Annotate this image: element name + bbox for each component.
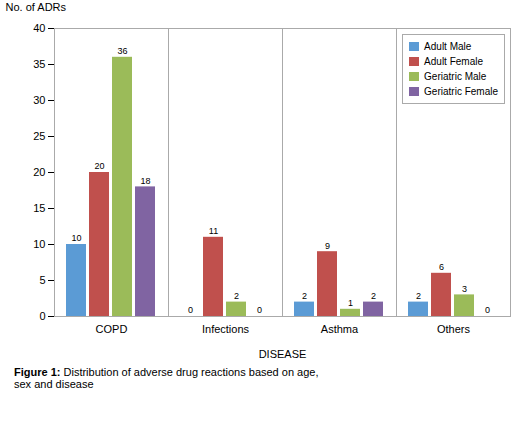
svg-text:36: 36 (117, 46, 127, 56)
svg-text:3: 3 (462, 284, 467, 294)
svg-text:6: 6 (439, 262, 444, 272)
svg-text:0: 0 (257, 305, 262, 315)
html-text:Adult Male: Adult Male (424, 41, 472, 52)
svg-text:10: 10 (71, 233, 81, 243)
svg-text:0: 0 (188, 305, 193, 315)
svg-text:10: 10 (33, 238, 45, 250)
svg-text:15: 15 (33, 202, 45, 214)
html-text:Geriatric Male: Geriatric Male (424, 71, 487, 82)
svg-text:40: 40 (33, 22, 45, 34)
svg-text:Others: Others (437, 323, 471, 335)
svg-text:5: 5 (39, 274, 45, 286)
svg-text:No. of ADRs: No. of ADRs (6, 1, 67, 13)
svg-text:9: 9 (325, 241, 330, 251)
svg-text:20: 20 (94, 161, 104, 171)
svg-text:25: 25 (33, 130, 45, 142)
html-text:Figure 1: Distribution of adve: Figure 1: Distribution of adverse drug r… (14, 366, 319, 390)
html-text:Geriatric Female: Geriatric Female (424, 86, 498, 97)
svg-text:COPD: COPD (96, 323, 128, 335)
svg-text:1: 1 (348, 298, 353, 308)
svg-text:11: 11 (209, 226, 218, 236)
svg-text:20: 20 (33, 166, 45, 178)
html-text:Adult Female: Adult Female (424, 56, 483, 67)
svg-text:2: 2 (234, 291, 239, 301)
svg-text:Infections: Infections (202, 323, 250, 335)
svg-text:Asthma: Asthma (321, 323, 359, 335)
svg-text:30: 30 (33, 94, 45, 106)
svg-text:2: 2 (302, 291, 307, 301)
svg-text:2: 2 (371, 291, 376, 301)
svg-text:DISEASE: DISEASE (259, 348, 307, 360)
svg-text:0: 0 (485, 305, 490, 315)
svg-text:35: 35 (33, 58, 45, 70)
svg-text:2: 2 (416, 291, 421, 301)
svg-text:18: 18 (140, 176, 150, 186)
svg-text:0: 0 (39, 310, 45, 322)
